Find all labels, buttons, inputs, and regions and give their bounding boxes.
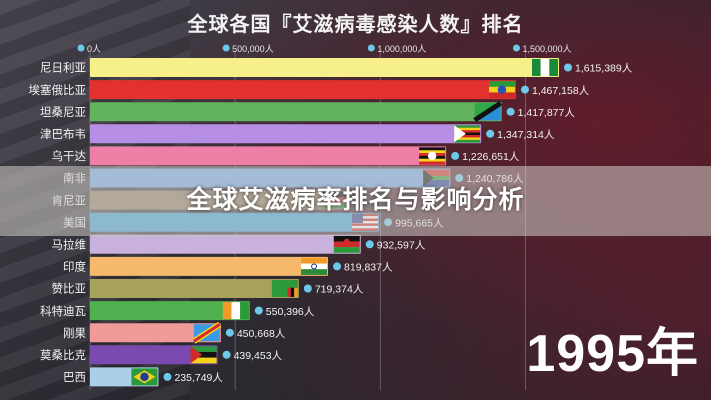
uganda-flag <box>419 147 446 165</box>
value-label: 1,347,314人 <box>497 129 555 141</box>
value-label: 932,597人 <box>377 239 426 251</box>
value-pill-icon <box>486 129 495 138</box>
category-label: 赞比亚 <box>52 283 87 296</box>
value-pill-icon <box>222 350 231 359</box>
category-label: 印度 <box>63 260 86 274</box>
category-label: 津巴布韦 <box>40 128 86 141</box>
tick-pill-icon <box>77 44 85 52</box>
x-tick-label: 500,000人 <box>232 44 274 54</box>
value-label: 1,417,877人 <box>518 107 576 119</box>
value-label: 819,837人 <box>344 262 393 274</box>
value-pill-icon <box>451 151 460 160</box>
value-label: 1,467,158人 <box>532 85 590 97</box>
x-tick-label: 1,000,000人 <box>377 44 426 54</box>
category-label: 巴西 <box>63 372 86 384</box>
bar-坦桑尼亚 <box>90 102 502 122</box>
brazil-flag <box>131 368 158 386</box>
tick-pill-icon <box>367 44 375 52</box>
value-pill-icon <box>365 240 374 249</box>
bar-赞比亚 <box>90 279 299 298</box>
india-flag <box>301 257 328 275</box>
category-label: 刚果 <box>63 326 86 340</box>
bar-科特迪瓦 <box>90 301 250 321</box>
bar-津巴布韦 <box>90 124 482 144</box>
mozambique-flag <box>190 346 217 364</box>
tanzania-flag <box>473 101 503 123</box>
category-label: 尼日利亚 <box>40 62 86 75</box>
nigeria-flag <box>532 59 558 76</box>
category-label: 莫桑比克 <box>40 349 86 362</box>
caption-text: 全球艾滋病率排名与影响分析 <box>186 186 525 214</box>
malawi-flag <box>333 235 360 253</box>
tick-pill-icon <box>512 44 520 52</box>
value-label: 719,374人 <box>315 284 364 296</box>
chart-title: 全球各国『艾滋病毒感染人数』排名 <box>187 14 524 36</box>
value-pill-icon <box>163 372 172 381</box>
value-pill-icon <box>564 63 572 72</box>
bar-乌干达 <box>90 146 447 166</box>
category-label: 马拉维 <box>52 237 87 251</box>
zambia-flag <box>271 280 298 297</box>
value-label: 235,749人 <box>174 372 223 384</box>
zimbabwe-flag <box>454 125 481 143</box>
x-tick-label: 0人 <box>87 44 101 54</box>
drc-flag <box>192 321 222 344</box>
value-label: 550,396人 <box>266 306 315 318</box>
value-pill-icon <box>520 85 529 94</box>
tick-pill-icon <box>222 44 230 52</box>
value-label: 439,453人 <box>234 350 283 362</box>
value-pill-icon <box>225 328 234 337</box>
bar-埃塞俄比亚 <box>90 80 516 100</box>
bar-尼日利亚 <box>90 58 559 77</box>
x-tick-label: 1,500,000人 <box>522 44 571 54</box>
category-label: 埃塞俄比亚 <box>29 83 87 97</box>
bar-刚果 <box>90 323 221 343</box>
category-label: 科特迪瓦 <box>40 304 86 318</box>
bar-马拉维 <box>90 234 361 254</box>
bar-印度 <box>90 256 329 276</box>
category-label: 乌干达 <box>52 149 87 163</box>
value-pill-icon <box>333 262 342 271</box>
caption-band <box>0 166 711 236</box>
year-label: 1995年 <box>526 325 699 383</box>
value-label: 1,226,651人 <box>462 151 520 163</box>
value-pill-icon <box>506 107 515 116</box>
bar-莫桑比克 <box>90 345 218 365</box>
value-label: 450,668人 <box>237 328 286 340</box>
ethiopia-flag <box>488 81 515 99</box>
value-pill-icon <box>254 306 263 315</box>
category-label: 坦桑尼亚 <box>40 105 86 119</box>
value-label: 1,615,389人 <box>575 63 633 75</box>
value-pill-icon <box>303 284 312 293</box>
cote-divoire-flag <box>222 302 249 320</box>
